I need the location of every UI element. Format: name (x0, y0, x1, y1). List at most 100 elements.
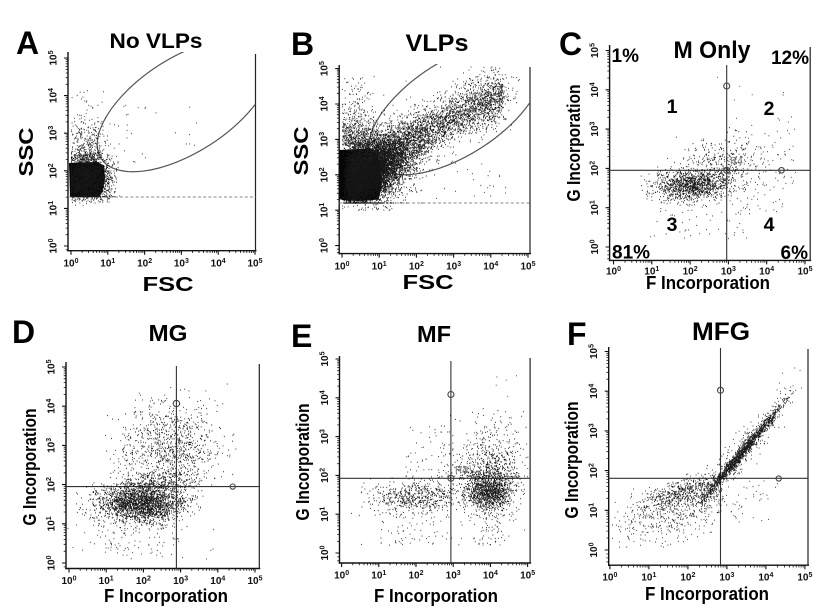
svg-text:F: F (567, 316, 587, 352)
svg-text:F Incorporation: F Incorporation (104, 586, 228, 606)
svg-text:102: 102 (409, 261, 424, 273)
svg-text:100: 100 (320, 545, 332, 560)
svg-text:103: 103 (719, 572, 734, 584)
svg-text:100: 100 (606, 266, 621, 278)
svg-text:103: 103 (174, 258, 189, 270)
svg-text:6%: 6% (781, 243, 809, 264)
svg-text:101: 101 (319, 203, 331, 218)
svg-text:102: 102 (680, 572, 695, 584)
svg-text:104: 104 (48, 88, 60, 103)
svg-text:12%: 12% (771, 48, 809, 69)
svg-text:102: 102 (46, 477, 58, 492)
svg-text:105: 105 (520, 570, 535, 582)
svg-text:103: 103 (320, 429, 332, 444)
svg-text:103: 103 (446, 570, 461, 582)
svg-text:101: 101 (100, 258, 115, 270)
svg-text:100: 100 (590, 239, 602, 254)
svg-text:A: A (16, 25, 39, 61)
svg-text:No VLPs: No VLPs (110, 30, 203, 53)
svg-text:105: 105 (247, 576, 262, 588)
svg-text:C: C (559, 26, 582, 62)
svg-text:103: 103 (589, 423, 601, 438)
svg-text:3: 3 (667, 214, 678, 236)
svg-text:101: 101 (371, 570, 386, 582)
svg-text:103: 103 (721, 266, 736, 278)
svg-text:104: 104 (759, 266, 774, 278)
svg-text:104: 104 (483, 261, 498, 273)
svg-text:R4: R4 (455, 465, 468, 476)
svg-text:1%: 1% (612, 46, 640, 67)
svg-text:4: 4 (764, 214, 775, 236)
svg-text:G Incorporation: G Incorporation (562, 402, 582, 519)
svg-text:100: 100 (48, 238, 60, 253)
svg-text:104: 104 (758, 572, 773, 584)
svg-text:101: 101 (46, 516, 58, 531)
svg-text:SSC: SSC (16, 128, 38, 177)
svg-text:MG: MG (149, 320, 188, 346)
svg-text:103: 103 (46, 438, 58, 453)
svg-text:103: 103 (173, 576, 188, 588)
svg-text:100: 100 (589, 542, 601, 557)
svg-text:81%: 81% (612, 243, 650, 264)
svg-text:104: 104 (590, 82, 602, 97)
svg-text:101: 101 (589, 503, 601, 518)
svg-text:FSC: FSC (143, 274, 194, 296)
svg-text:SSC: SSC (291, 127, 313, 176)
svg-text:F Incorporation: F Incorporation (646, 273, 770, 293)
svg-text:104: 104 (46, 399, 58, 414)
svg-text:101: 101 (320, 507, 332, 522)
svg-text:102: 102 (319, 167, 331, 182)
svg-text:104: 104 (320, 390, 332, 405)
svg-text:104: 104 (483, 570, 498, 582)
svg-text:101: 101 (99, 576, 114, 588)
svg-text:100: 100 (46, 555, 58, 570)
svg-text:103: 103 (319, 132, 331, 147)
svg-text:105: 105 (797, 266, 812, 278)
svg-text:105: 105 (48, 50, 60, 65)
svg-text:102: 102 (48, 163, 60, 178)
svg-text:104: 104 (589, 384, 601, 399)
svg-text:103: 103 (590, 121, 602, 136)
svg-text:100: 100 (63, 258, 78, 270)
svg-text:102: 102 (136, 576, 151, 588)
svg-text:101: 101 (48, 201, 60, 216)
svg-text:G Incorporation: G Incorporation (564, 85, 584, 202)
svg-text:103: 103 (48, 126, 60, 141)
svg-text:MF: MF (417, 321, 451, 347)
svg-text:100: 100 (334, 261, 349, 273)
svg-text:E: E (291, 318, 312, 354)
svg-text:R4: R4 (730, 156, 743, 167)
svg-text:F Incorporation: F Incorporation (374, 586, 498, 606)
svg-text:B: B (291, 26, 314, 62)
svg-text:104: 104 (210, 576, 225, 588)
svg-text:100: 100 (334, 570, 349, 582)
svg-text:105: 105 (589, 344, 601, 359)
svg-text:100: 100 (319, 238, 331, 253)
svg-text:G Incorporation: G Incorporation (293, 404, 313, 521)
svg-text:102: 102 (137, 258, 152, 270)
svg-text:101: 101 (372, 261, 387, 273)
svg-text:102: 102 (589, 463, 601, 478)
svg-text:101: 101 (644, 266, 659, 278)
svg-text:2: 2 (764, 98, 775, 120)
svg-text:VLPs: VLPs (406, 30, 469, 57)
svg-text:1: 1 (667, 96, 678, 118)
svg-text:100: 100 (61, 576, 76, 588)
svg-text:101: 101 (641, 572, 656, 584)
svg-text:105: 105 (319, 61, 331, 76)
svg-text:G Incorporation: G Incorporation (20, 409, 40, 526)
svg-text:105: 105 (590, 43, 602, 58)
svg-text:FSC: FSC (403, 272, 454, 294)
svg-text:105: 105 (797, 572, 812, 584)
svg-text:MFG: MFG (692, 318, 750, 346)
svg-text:105: 105 (320, 351, 332, 366)
svg-text:M Only: M Only (674, 37, 752, 64)
svg-text:102: 102 (683, 266, 698, 278)
svg-text:104: 104 (211, 258, 226, 270)
svg-text:102: 102 (320, 468, 332, 483)
svg-text:101: 101 (590, 200, 602, 215)
svg-text:103: 103 (446, 261, 461, 273)
svg-text:105: 105 (46, 359, 58, 374)
svg-text:102: 102 (408, 570, 423, 582)
svg-text:D: D (12, 314, 35, 350)
